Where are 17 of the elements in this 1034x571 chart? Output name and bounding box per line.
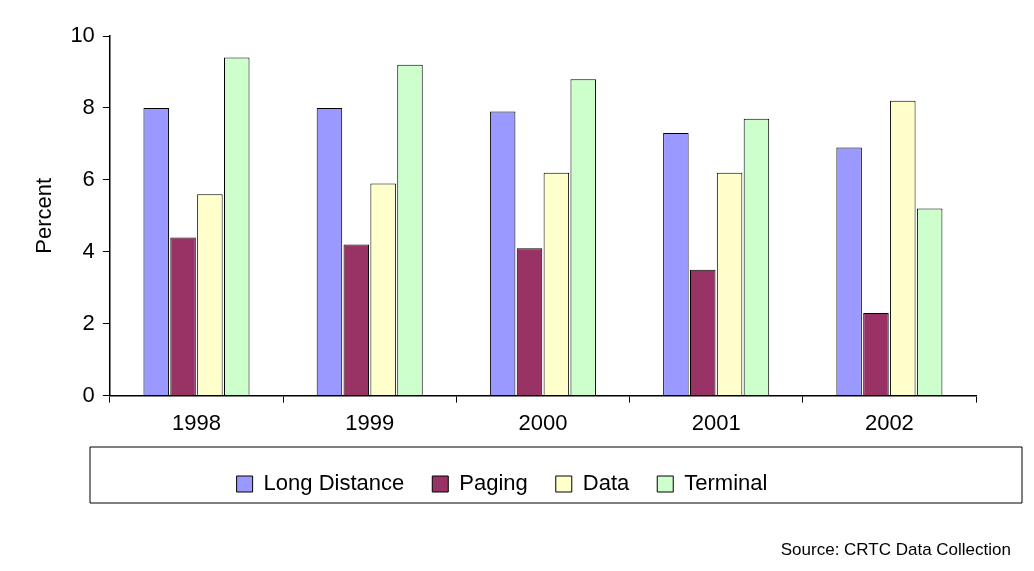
y-tick-label: 6: [82, 165, 95, 191]
legend-label: Data: [582, 470, 631, 496]
y-tick-label: 0: [82, 381, 95, 407]
legend-label: Long Distance: [263, 470, 405, 496]
y-axis-title: Percent: [31, 177, 57, 254]
x-tick-label: 2002: [864, 409, 914, 435]
legend-label: Paging: [459, 470, 528, 496]
source-note: Source: CRTC Data Collection: [780, 540, 1011, 560]
y-tick-label: 2: [82, 309, 95, 335]
x-tick-label: 1998: [172, 409, 221, 435]
x-tick-label: 2000: [518, 409, 568, 435]
x-tick-label: 1999: [345, 409, 395, 435]
y-tick-label: 10: [70, 22, 95, 48]
legend-label: Terminal: [684, 470, 768, 496]
y-tick-label: 8: [82, 93, 95, 119]
y-tick-label: 4: [82, 237, 95, 263]
x-tick-label: 2001: [691, 409, 741, 435]
